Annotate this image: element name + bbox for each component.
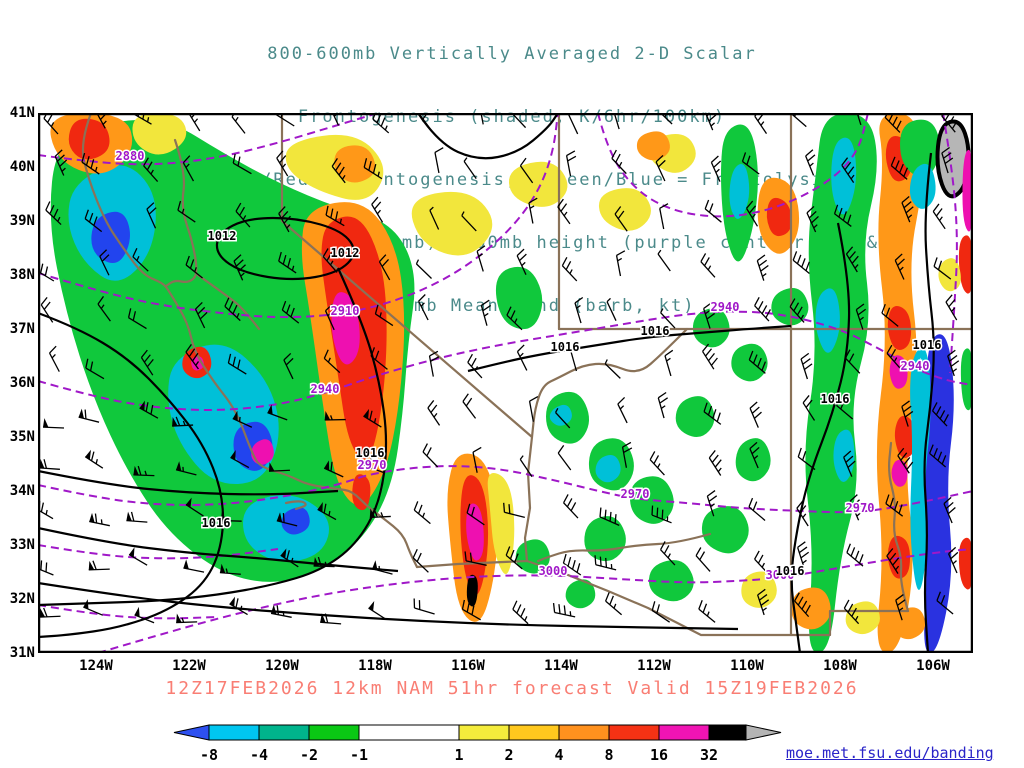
colorbar-tick-label: -8 bbox=[200, 746, 218, 764]
contour-label: 1016 bbox=[913, 338, 942, 352]
forecast-caption: 12Z17FEB2026 12km NAM 51hr forecast Vali… bbox=[165, 678, 859, 699]
contour-label: 2940 bbox=[311, 382, 340, 396]
colorbar-left-arrow bbox=[173, 724, 210, 741]
contour-label: 2970 bbox=[846, 501, 875, 515]
lat-label: 34N bbox=[9, 483, 35, 499]
lon-label: 122W bbox=[172, 658, 206, 674]
colorbar-tick-label: 32 bbox=[700, 746, 718, 764]
contour-label: 1012 bbox=[331, 246, 360, 260]
lat-label: 31N bbox=[9, 645, 35, 661]
contour-label: 1016 bbox=[776, 564, 805, 578]
contour-label: 2940 bbox=[901, 359, 930, 373]
contour-label: 1012 bbox=[208, 229, 237, 243]
colorbar-segment bbox=[458, 724, 510, 741]
colorbar-segment bbox=[708, 724, 747, 741]
banding-link[interactable]: moe.met.fsu.edu/banding bbox=[786, 744, 994, 762]
colorbar-segment bbox=[508, 724, 560, 741]
map-frame bbox=[38, 113, 973, 653]
colorbar-tick-label: -2 bbox=[300, 746, 318, 764]
lat-label: 39N bbox=[9, 213, 35, 229]
colorbar-tick-label: -4 bbox=[250, 746, 268, 764]
colorbar-segment bbox=[308, 724, 360, 741]
contour-label: 2970 bbox=[358, 458, 387, 472]
colorbar-segment bbox=[258, 724, 310, 741]
colorbar-segment bbox=[208, 724, 260, 741]
colorbar-segment bbox=[608, 724, 660, 741]
colorbar-tick-label: 4 bbox=[554, 746, 563, 764]
lat-label: 33N bbox=[9, 537, 35, 553]
contour-label: 1016 bbox=[551, 340, 580, 354]
height-contours-layer bbox=[38, 113, 973, 653]
lon-label: 108W bbox=[823, 658, 857, 674]
contour-label: 1016 bbox=[641, 324, 670, 338]
lon-label: 114W bbox=[544, 658, 578, 674]
colorbar-tick-label: 2 bbox=[504, 746, 513, 764]
colorbar-tick-label: 1 bbox=[454, 746, 463, 764]
lon-label: 110W bbox=[730, 658, 764, 674]
lat-label: 40N bbox=[9, 159, 35, 175]
contour-label: 2940 bbox=[711, 300, 740, 314]
colorbar-segment bbox=[358, 724, 460, 741]
lat-label: 41N bbox=[9, 105, 35, 121]
colorbar-tick-label: 16 bbox=[650, 746, 668, 764]
title-line-2: Frontogenesis (shaded, K/6hr/100km) bbox=[297, 107, 727, 127]
contour-label: 1016 bbox=[821, 392, 850, 406]
lon-label: 116W bbox=[451, 658, 485, 674]
lon-label: 112W bbox=[637, 658, 671, 674]
lat-label: 36N bbox=[9, 375, 35, 391]
contour-label: 1016 bbox=[202, 516, 231, 530]
colorbar-tick-label: 8 bbox=[604, 746, 613, 764]
contour-label: 3000 bbox=[766, 568, 795, 582]
lat-label: 38N bbox=[9, 267, 35, 283]
contour-label: 1016 bbox=[356, 446, 385, 460]
lon-label: 118W bbox=[358, 658, 392, 674]
lon-label: 120W bbox=[265, 658, 299, 674]
title-line-1: 800-600mb Vertically Averaged 2-D Scalar bbox=[267, 44, 757, 64]
lat-label: 35N bbox=[9, 429, 35, 445]
colorbar: -8 -4 -2 -1 1 2 4 8 16 32 bbox=[173, 724, 782, 764]
lat-label: 37N bbox=[9, 321, 35, 337]
colorbar-segment bbox=[658, 724, 710, 741]
map-plot: 2880 2910 2940 2940 2940 2970 2970 2970 3000 3000… bbox=[38, 113, 973, 653]
colorbar-right-arrow bbox=[745, 724, 782, 741]
contour-label: 2970 bbox=[621, 487, 650, 501]
shading-layer bbox=[50, 113, 973, 653]
contour-label: 3000 bbox=[539, 564, 568, 578]
lat-label: 32N bbox=[9, 591, 35, 607]
contour-label: 2880 bbox=[116, 149, 145, 163]
colorbar-segment bbox=[558, 724, 610, 741]
contour-label: 2910 bbox=[331, 304, 360, 318]
lon-label: 124W bbox=[79, 658, 113, 674]
lon-label: 106W bbox=[916, 658, 950, 674]
colorbar-tick-label: -1 bbox=[350, 746, 368, 764]
